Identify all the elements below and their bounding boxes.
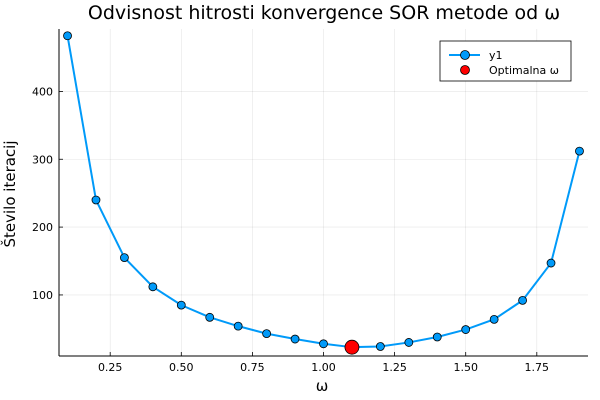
x-tick-label: 1.00 bbox=[311, 361, 336, 374]
x-tick-label: 1.75 bbox=[525, 361, 550, 374]
data-point-y1 bbox=[205, 312, 215, 322]
y-tick-label: 100 bbox=[32, 289, 53, 302]
legend-box bbox=[439, 40, 572, 82]
x-axis-ticks: 0.25 0.50 0.75 1.00 1.25 1.50 1.75 bbox=[98, 352, 549, 374]
legend-marker-optimal bbox=[460, 65, 470, 75]
data-point-y1 bbox=[262, 329, 272, 339]
data-point-y1 bbox=[233, 321, 243, 331]
data-point-y1 bbox=[91, 195, 101, 205]
data-point-y1 bbox=[120, 253, 129, 263]
y-tick-label: 200 bbox=[32, 221, 53, 234]
data-point-y1 bbox=[432, 332, 442, 342]
data-point-y1 bbox=[375, 342, 385, 351]
x-tick-label: 0.75 bbox=[240, 361, 265, 374]
data-point-y1 bbox=[148, 282, 158, 292]
y-tick-label: 400 bbox=[32, 85, 53, 98]
data-point-y1 bbox=[489, 314, 499, 324]
optimal-point-marker bbox=[344, 339, 360, 355]
data-point-y1 bbox=[575, 146, 584, 156]
legend-label-y1: y1 bbox=[489, 49, 503, 62]
data-point-y1 bbox=[63, 31, 72, 41]
data-point-y1 bbox=[546, 258, 556, 268]
data-point-y1 bbox=[290, 334, 300, 344]
data-point-y1 bbox=[319, 339, 328, 349]
y-axis-ticks: 100 200 300 400 bbox=[32, 85, 63, 302]
x-tick-label: 0.50 bbox=[169, 361, 194, 374]
chart-title: Odvisnost hitrosti konvergence SOR metod… bbox=[88, 2, 560, 24]
legend: y1 Optimalna ω bbox=[439, 40, 572, 82]
data-point-y1 bbox=[518, 295, 527, 305]
data-point-y1 bbox=[404, 338, 414, 347]
data-point-y1 bbox=[176, 300, 186, 310]
grid bbox=[59, 29, 588, 356]
legend-marker-y1 bbox=[460, 50, 470, 60]
legend-label-optimal: Optimalna ω bbox=[489, 64, 559, 77]
y-axis-title: Število iteracij bbox=[0, 140, 19, 247]
x-axis-title: ω bbox=[316, 377, 329, 395]
x-tick-label: 1.25 bbox=[382, 361, 407, 374]
y-tick-label: 300 bbox=[32, 153, 53, 166]
series-layer bbox=[63, 31, 584, 355]
x-tick-label: 1.50 bbox=[453, 361, 478, 374]
data-point-y1 bbox=[461, 325, 471, 334]
x-tick-label: 0.25 bbox=[98, 361, 123, 374]
